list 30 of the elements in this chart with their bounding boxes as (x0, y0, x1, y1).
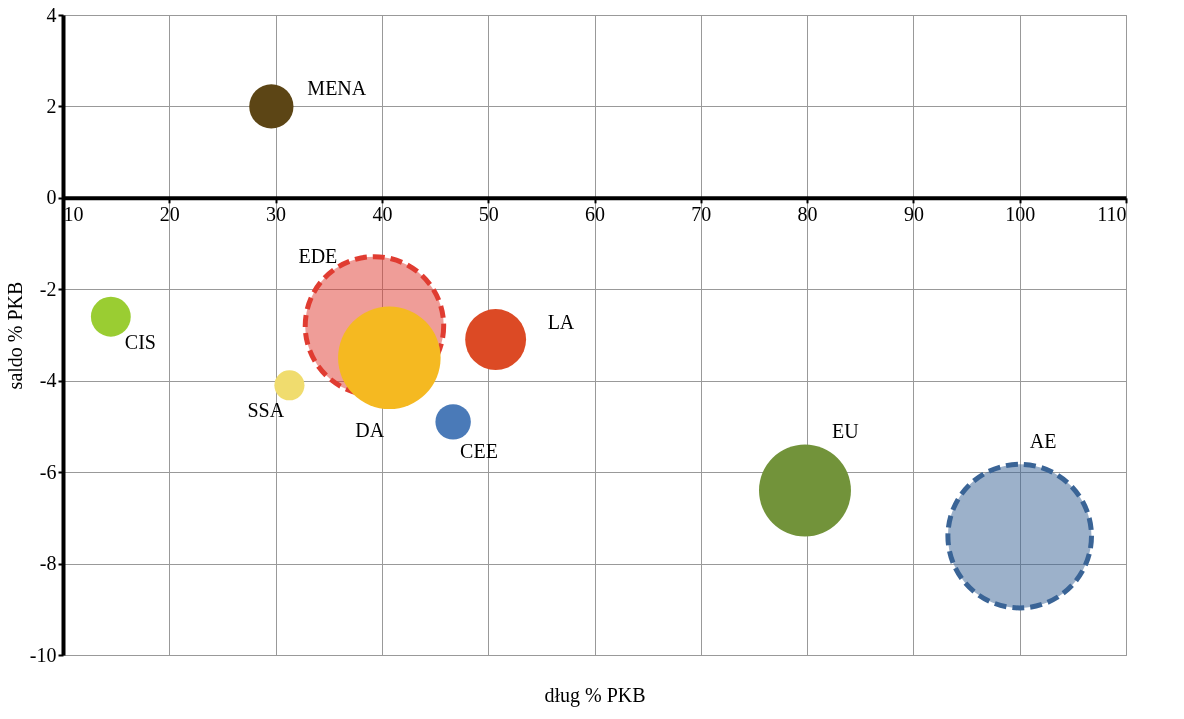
y-tick-label: 4 (46, 3, 57, 26)
series-label: CEE (460, 439, 498, 462)
x-tick-label: 10 (63, 203, 84, 226)
series-label: EDE (298, 244, 338, 267)
series-label: LA (547, 310, 575, 333)
x-tick-label: 40 (372, 203, 393, 226)
series-label: MENA (307, 77, 367, 100)
x-tick-label: 80 (797, 203, 818, 226)
y-tick-label: 0 (46, 186, 57, 209)
x-tick-label: 30 (266, 203, 287, 226)
y-tick-label: -4 (39, 369, 57, 392)
x-tick-label: 60 (585, 203, 605, 226)
x-tick-label: 20 (159, 203, 180, 226)
y-tick-label: -8 (39, 552, 57, 575)
series-label: AE (1029, 430, 1057, 453)
series-label: EU (831, 420, 860, 443)
x-tick-label: 100 (1005, 203, 1036, 226)
y-tick-label: -2 (39, 277, 57, 300)
y-tick-label: -10 (29, 643, 57, 666)
y-tick-label: -6 (39, 460, 57, 483)
x-tick-label: 50 (478, 203, 499, 226)
series-label: SSA (247, 399, 285, 422)
x-tick-label: 90 (903, 203, 924, 226)
series-label: CIS (124, 330, 156, 353)
y-axis-title: saldo % PKB (3, 281, 26, 390)
x-axis-title: dług % PKB (544, 683, 646, 707)
series-label: DA (355, 418, 385, 441)
x-tick-label: 110 (1097, 203, 1127, 226)
x-tick-label: 70 (691, 203, 712, 226)
y-tick-label: 2 (46, 94, 57, 117)
